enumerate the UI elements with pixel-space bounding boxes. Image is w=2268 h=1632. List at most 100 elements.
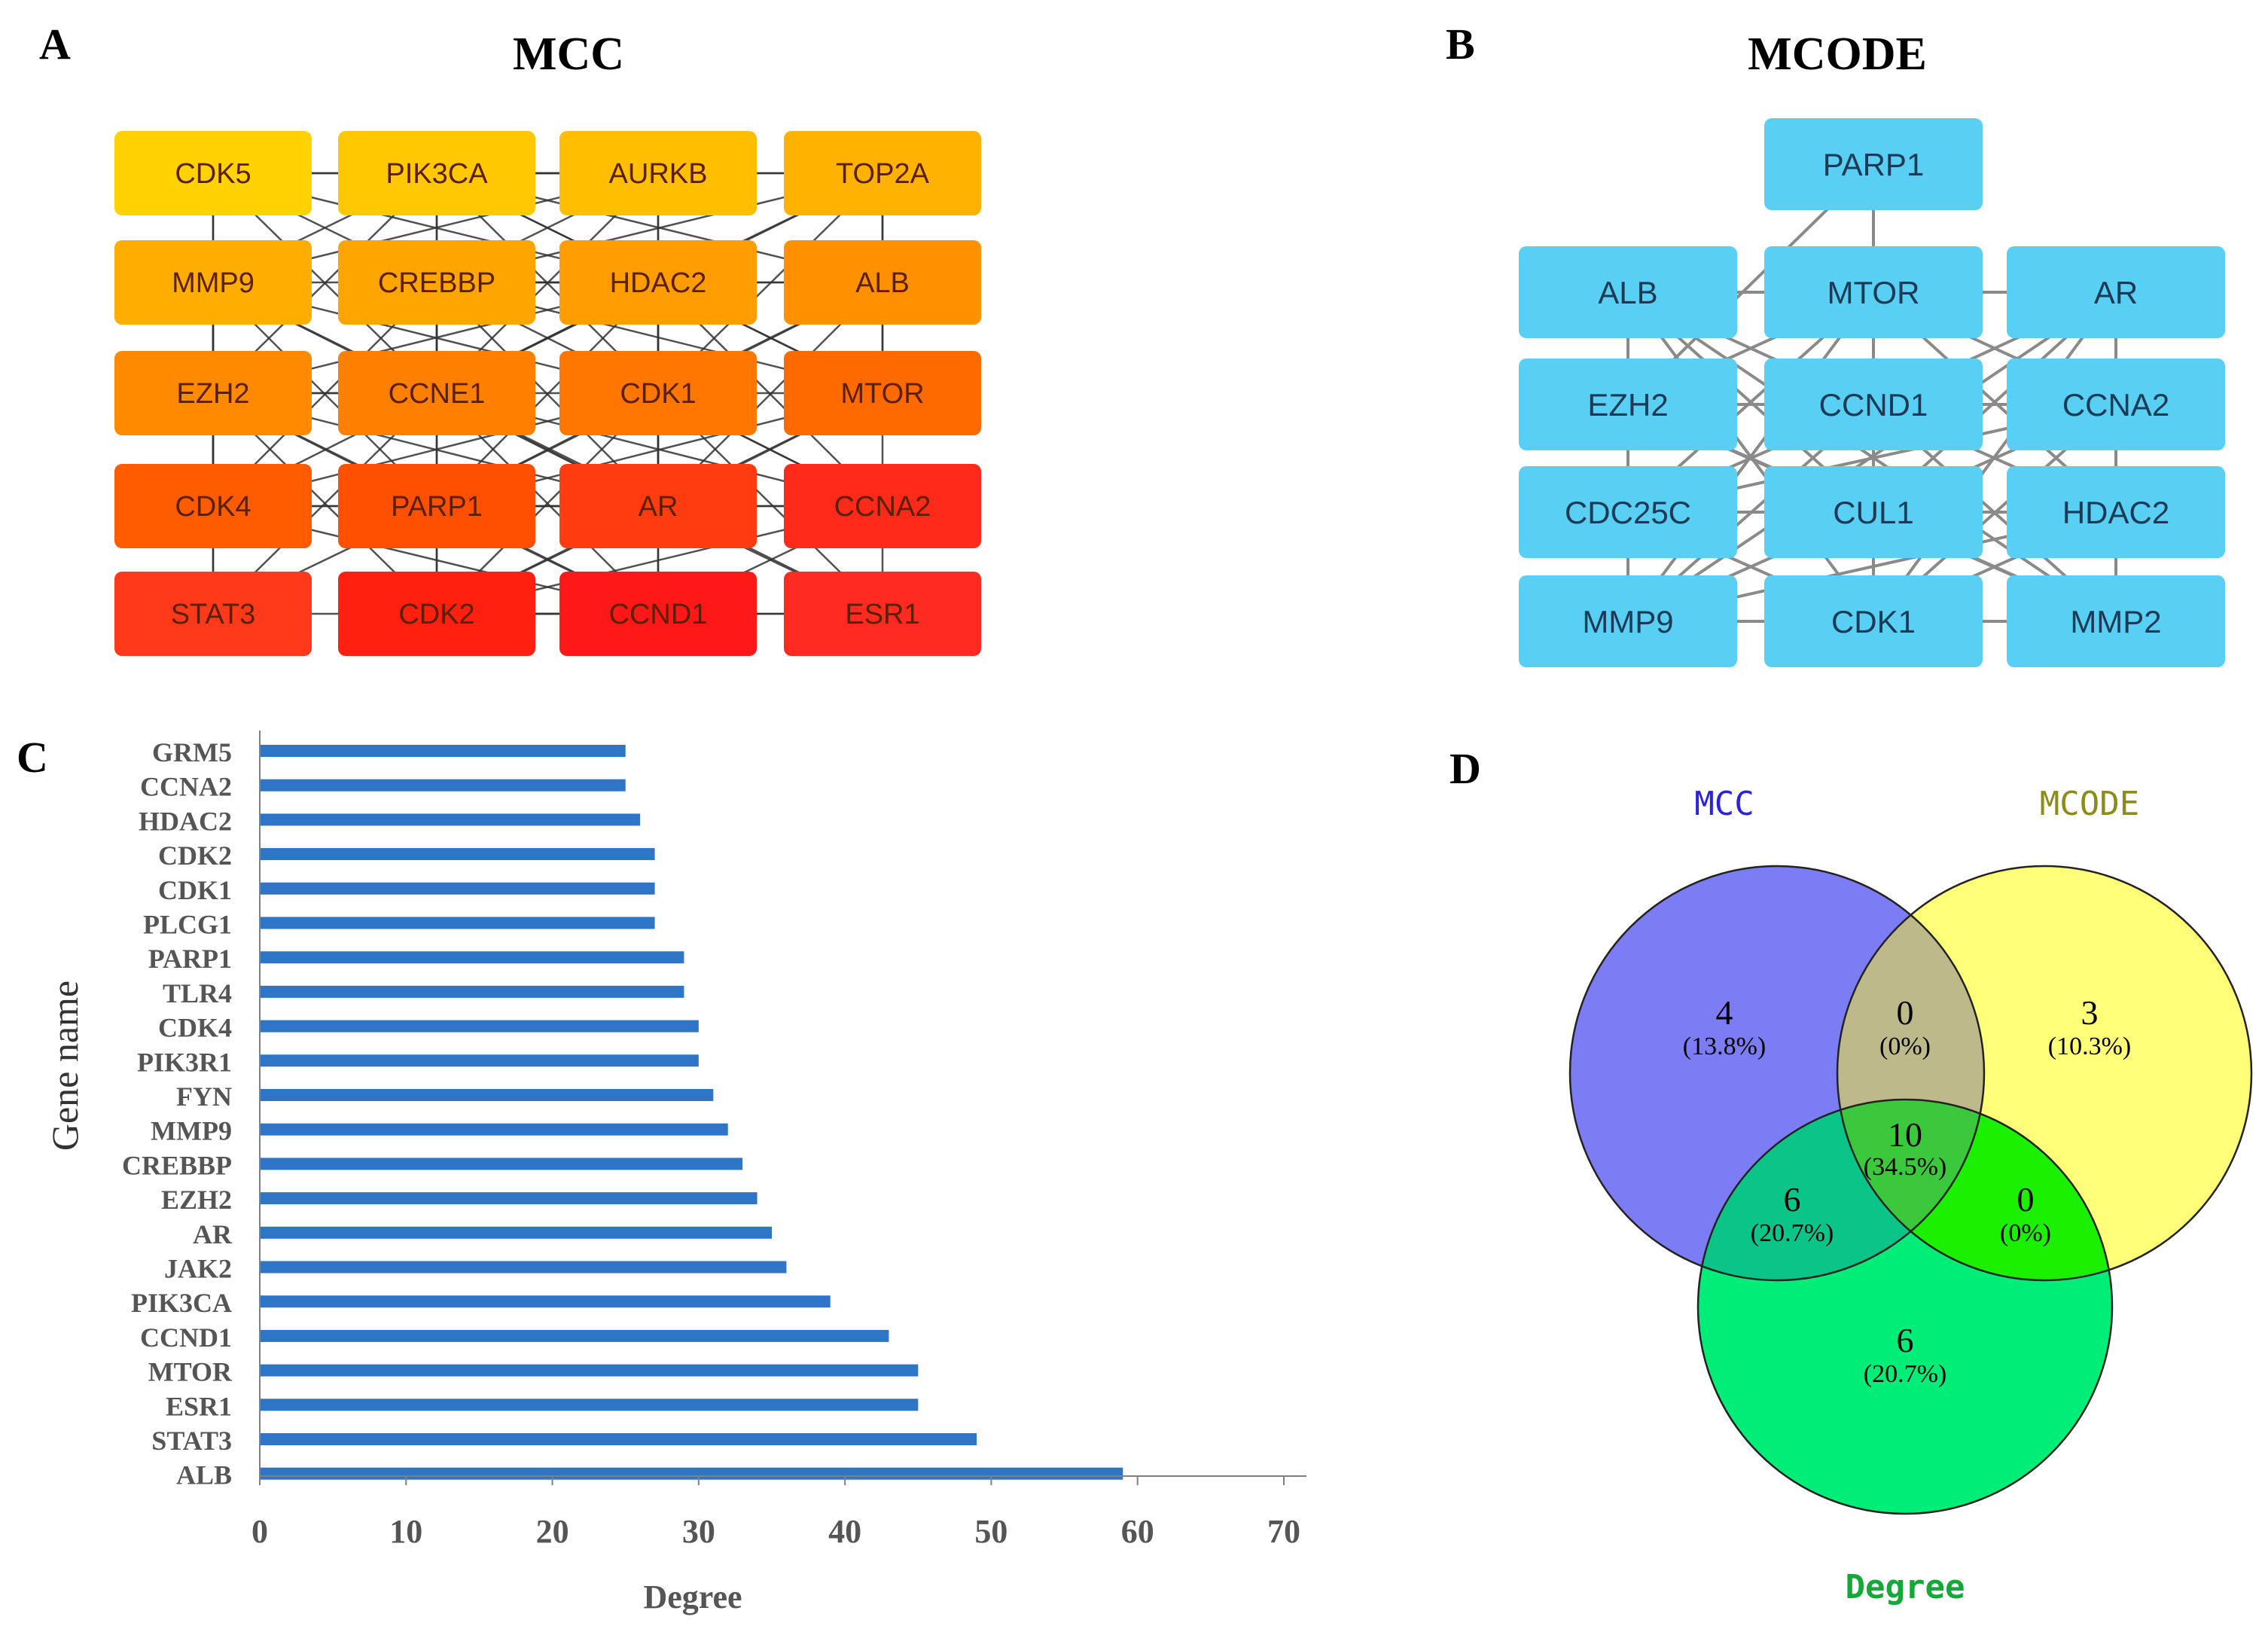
bar-tlr4 <box>260 985 684 998</box>
y-tick-label: PARP1 <box>148 944 232 974</box>
mcc-node-alb: ALB <box>784 240 981 325</box>
mcc-node-label: HDAC2 <box>610 267 707 299</box>
venn-count-mcode-degree: 0 <box>2017 1180 2035 1219</box>
venn-pct-mcc-mcode: (0%) <box>1879 1033 1931 1060</box>
bar-ccna2 <box>260 779 626 792</box>
mcode-node-label: CUL1 <box>1833 495 1913 530</box>
mcc-node-ezh2: EZH2 <box>114 351 312 435</box>
venn-pct-mcode-degree: (0%) <box>2000 1219 2051 1247</box>
mcode-node-cul1: CUL1 <box>1764 466 1983 558</box>
bar-cdk1 <box>260 882 655 895</box>
mcc-node-label: MTOR <box>840 378 924 410</box>
venn-count-mcc-degree: 6 <box>1784 1180 1801 1219</box>
x-tick-label: 30 <box>682 1513 715 1550</box>
mcc-node-label: ALB <box>855 267 910 299</box>
y-tick-label: MMP9 <box>151 1116 232 1146</box>
mcc-node-mtor: MTOR <box>784 351 981 435</box>
y-tick-label: TLR4 <box>163 978 232 1008</box>
mcode-node-ar: AR <box>2007 246 2225 338</box>
y-tick-label: ALB <box>176 1460 232 1490</box>
mcc-node-ccnd1: CCND1 <box>559 572 757 656</box>
y-tick-label: MTOR <box>148 1357 233 1387</box>
mcc-node-label: PIK3CA <box>386 158 488 190</box>
mcc-node-label: CREBBP <box>378 267 495 299</box>
panel-c-letter: C <box>17 733 48 782</box>
y-tick-label: JAK2 <box>164 1254 232 1284</box>
mcc-node-cdk1: CDK1 <box>559 351 757 435</box>
venn-label-mcc: MCC <box>1694 785 1754 823</box>
venn-pct-mcc-degree: (20.7%) <box>1751 1219 1834 1247</box>
mcode-node-mmp2: MMP2 <box>2007 575 2225 667</box>
mcode-node-label: MTOR <box>1828 275 1920 310</box>
venn-diagram: MCC MCODE Degree 4 (13.8%) 0 (0%) 3 (10.… <box>1568 785 2253 1606</box>
mcode-node-label: CDK1 <box>1831 604 1916 639</box>
venn-pct-all: (34.5%) <box>1864 1153 1946 1181</box>
y-tick-label: ESR1 <box>166 1391 232 1421</box>
y-tick-label: CCND1 <box>140 1322 232 1353</box>
mcc-node-parp1: PARP1 <box>338 464 535 548</box>
mcc-node-label: ESR1 <box>845 599 919 630</box>
mcc-node-cdk5: CDK5 <box>114 131 312 215</box>
y-tick-label: CDK1 <box>158 875 232 905</box>
venn-overlap-mcode-degree <box>1837 1100 2112 1280</box>
mcc-network: CDK5 PIK3CA AURKB TOP2A MMP9 CREBBP HDAC2 ALB EZ… <box>114 131 981 656</box>
venn-count-degree-only: 6 <box>1897 1321 1914 1359</box>
mcc-node-label: STAT3 <box>171 599 256 630</box>
mcode-node-cdk1: CDK1 <box>1764 575 1983 667</box>
venn-label-mcode: MCODE <box>2040 785 2139 823</box>
mcc-node-crebbp: CREBBP <box>338 240 535 325</box>
mcc-node-label: CCND1 <box>609 599 708 630</box>
y-tick-label: EZH2 <box>161 1185 232 1215</box>
mcc-node-label: EZH2 <box>176 378 249 410</box>
mcode-node-label: CCNA2 <box>2062 387 2169 422</box>
mcode-node-label: MMP2 <box>2070 604 2161 639</box>
mcc-node-label: CCNA2 <box>834 491 931 523</box>
bar-jak2 <box>260 1261 787 1274</box>
mcc-node-esr1: ESR1 <box>784 572 981 656</box>
mcode-node-label: HDAC2 <box>2062 495 2169 530</box>
mcode-node-mtor: MTOR <box>1764 246 1983 338</box>
mcode-node-ccna2: CCNA2 <box>2007 358 2225 450</box>
venn-pct-degree-only: (20.7%) <box>1864 1360 1946 1388</box>
bar-parp1 <box>260 951 684 964</box>
mcode-node-ccnd1: CCND1 <box>1764 358 1983 450</box>
mcc-node-pik3ca: PIK3CA <box>338 131 535 215</box>
mcode-network: PARP1 ALB MTOR AR EZH2 CCND1 CCNA2 CDC25C CUL1 HD… <box>1519 118 2225 667</box>
bar-pik3r1 <box>260 1054 699 1067</box>
venn-label-degree: Degree <box>1846 1568 1965 1606</box>
mcode-node-parp1: PARP1 <box>1764 118 1983 210</box>
y-tick-label: FYN <box>176 1081 232 1112</box>
mcc-node-label: AR <box>639 491 678 523</box>
x-tick-label: 50 <box>974 1513 1007 1550</box>
x-tick-label: 0 <box>251 1513 268 1550</box>
mcc-node-cdk4: CDK4 <box>114 464 312 548</box>
y-tick-label: HDAC2 <box>139 806 232 836</box>
panel-a-letter: A <box>39 20 71 69</box>
mcc-node-label: TOP2A <box>836 158 930 190</box>
mcode-node-label: CCND1 <box>1819 387 1928 422</box>
y-tick-label: PLCG1 <box>143 910 232 940</box>
y-tick-label: CREBBP <box>122 1150 232 1180</box>
mcode-node-label: EZH2 <box>1587 387 1668 422</box>
mcc-node-label: CDK4 <box>175 491 251 523</box>
x-tick-label: 70 <box>1267 1513 1300 1550</box>
mcode-node-label: MMP9 <box>1582 604 1673 639</box>
mcc-node-cdk2: CDK2 <box>338 572 535 656</box>
mcc-node-label: CDK1 <box>620 378 696 410</box>
venn-count-all: 10 <box>1888 1115 1922 1154</box>
bar-mtor <box>260 1364 919 1377</box>
venn-pct-mcc-only: (13.8%) <box>1683 1033 1766 1060</box>
bar-pik3ca <box>260 1295 831 1308</box>
mcode-node-cdc25c: CDC25C <box>1519 466 1737 558</box>
bar-alb <box>260 1467 1123 1480</box>
mcc-node-ar: AR <box>559 464 757 548</box>
mcc-node-ccna2: CCNA2 <box>784 464 981 548</box>
bar-grm5 <box>260 745 626 757</box>
mcode-node-mmp9: MMP9 <box>1519 575 1737 667</box>
bar-cdk2 <box>260 848 655 861</box>
y-tick-label: CCNA2 <box>140 772 232 802</box>
x-tick-label: 10 <box>389 1513 422 1550</box>
venn-pct-mcode-only: (10.3%) <box>2048 1033 2131 1060</box>
y-tick-label: AR <box>193 1219 233 1249</box>
panel-a-title: MCC <box>513 29 624 80</box>
